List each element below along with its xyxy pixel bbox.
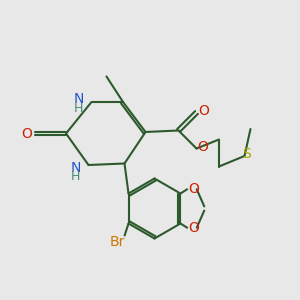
Text: N: N (74, 92, 84, 106)
Text: N: N (71, 161, 81, 175)
Text: H: H (74, 102, 84, 115)
Text: O: O (198, 140, 208, 154)
Text: O: O (199, 104, 209, 118)
Text: Br: Br (110, 235, 125, 248)
Text: O: O (22, 127, 32, 140)
Text: O: O (188, 182, 199, 196)
Text: H: H (71, 170, 81, 183)
Text: O: O (188, 221, 199, 235)
Text: S: S (242, 147, 251, 160)
